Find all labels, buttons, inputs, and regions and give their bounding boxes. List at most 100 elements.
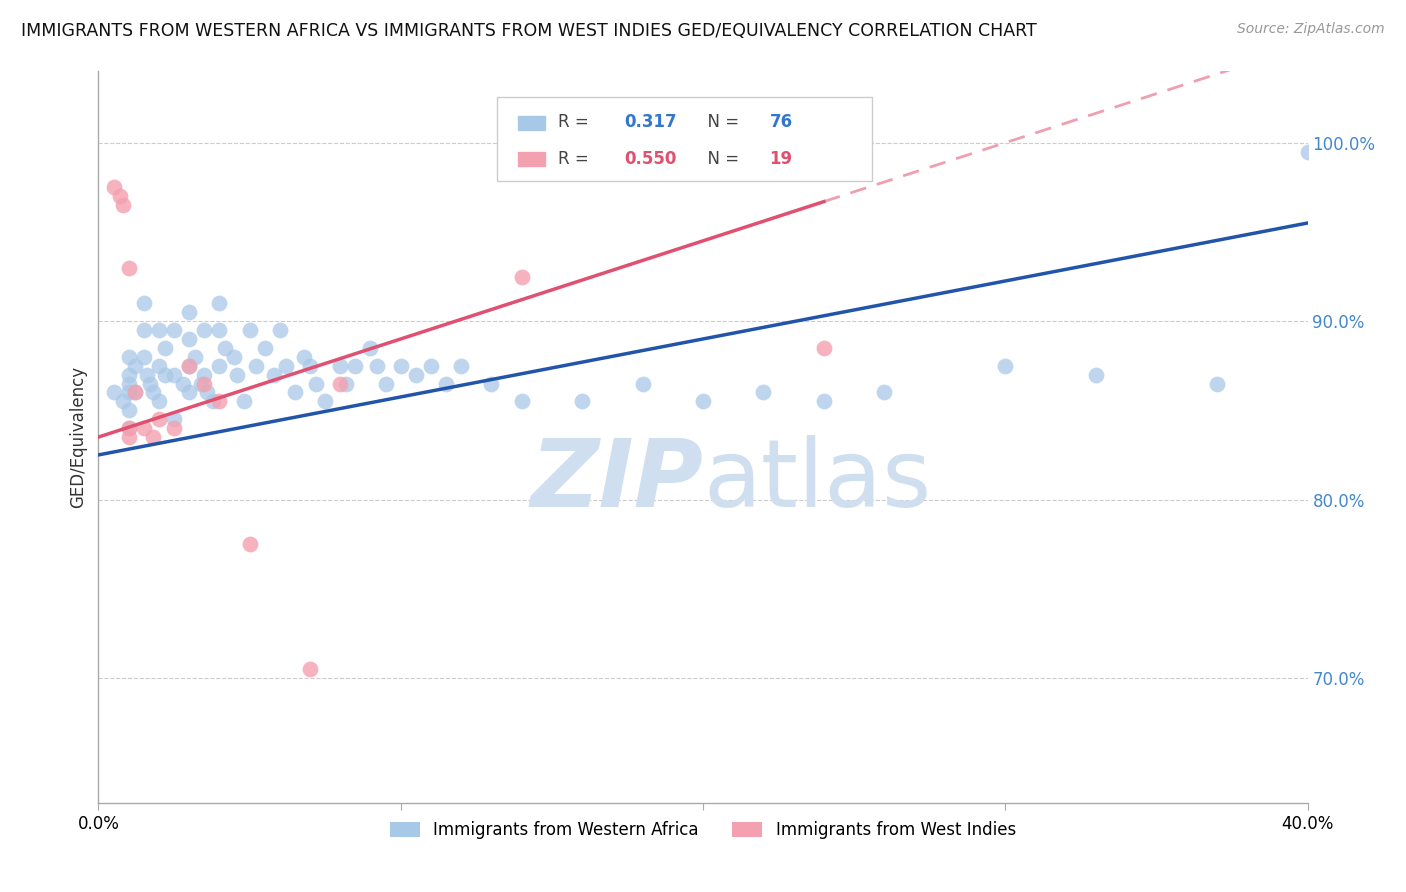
Point <box>274 359 297 373</box>
Point <box>103 180 125 194</box>
Point <box>118 421 141 435</box>
Point <box>179 332 201 346</box>
Text: ZIP: ZIP <box>530 435 703 527</box>
Point <box>179 305 201 319</box>
Point <box>329 376 352 391</box>
Text: atlas: atlas <box>703 435 931 527</box>
Point <box>752 385 775 400</box>
Point <box>335 376 357 391</box>
Point <box>142 430 165 444</box>
Text: R =: R = <box>558 150 593 168</box>
Point <box>118 430 141 444</box>
Point <box>153 368 176 382</box>
Point <box>148 323 170 337</box>
Point <box>813 394 835 409</box>
Point <box>1206 376 1229 391</box>
Point <box>232 394 254 409</box>
Point <box>132 421 155 435</box>
Point <box>163 323 186 337</box>
Point <box>314 394 336 409</box>
Point <box>269 323 291 337</box>
Point <box>142 385 165 400</box>
Point <box>292 350 315 364</box>
Text: Source: ZipAtlas.com: Source: ZipAtlas.com <box>1237 22 1385 37</box>
Point <box>118 385 141 400</box>
Point <box>118 350 141 364</box>
Point <box>329 359 352 373</box>
Point <box>132 296 155 310</box>
Point <box>195 385 218 400</box>
Text: 0.317: 0.317 <box>624 113 678 131</box>
Y-axis label: GED/Equivalency: GED/Equivalency <box>69 366 87 508</box>
Point <box>193 368 215 382</box>
Point <box>299 359 322 373</box>
Text: 19: 19 <box>769 150 793 168</box>
Point <box>163 421 186 435</box>
Legend: Immigrants from Western Africa, Immigrants from West Indies: Immigrants from Western Africa, Immigran… <box>384 814 1022 846</box>
Point <box>193 376 215 391</box>
Point <box>263 368 285 382</box>
Point <box>103 385 125 400</box>
Text: N =: N = <box>697 150 744 168</box>
Point <box>148 412 170 426</box>
Point <box>163 368 186 382</box>
Point <box>366 359 388 373</box>
Point <box>111 198 134 212</box>
Point <box>190 376 212 391</box>
Point <box>299 662 322 676</box>
Point <box>148 394 170 409</box>
Point <box>226 368 249 382</box>
Point <box>631 376 654 391</box>
Point <box>434 376 457 391</box>
Point <box>153 341 176 355</box>
Point <box>692 394 714 409</box>
Point <box>245 359 267 373</box>
Point <box>450 359 472 373</box>
Point <box>208 296 231 310</box>
Text: R =: R = <box>558 113 593 131</box>
Point <box>124 385 146 400</box>
Point <box>208 394 231 409</box>
Point <box>481 376 503 391</box>
Point <box>1085 368 1108 382</box>
Text: 0.550: 0.550 <box>624 150 676 168</box>
Point <box>118 421 141 435</box>
Point <box>224 350 246 364</box>
Text: IMMIGRANTS FROM WESTERN AFRICA VS IMMIGRANTS FROM WEST INDIES GED/EQUIVALENCY CO: IMMIGRANTS FROM WESTERN AFRICA VS IMMIGR… <box>21 22 1036 40</box>
Bar <box>517 116 544 130</box>
Point <box>179 359 201 373</box>
Point <box>179 359 201 373</box>
Point <box>193 323 215 337</box>
Point <box>118 260 141 275</box>
Bar <box>517 153 544 166</box>
Point <box>360 341 382 355</box>
Point <box>132 350 155 364</box>
Point <box>420 359 443 373</box>
Point <box>135 368 157 382</box>
Point <box>214 341 236 355</box>
Point <box>172 376 194 391</box>
Point <box>253 341 276 355</box>
Point <box>571 394 593 409</box>
Point <box>132 323 155 337</box>
Point <box>184 350 207 364</box>
Point <box>179 385 201 400</box>
Point <box>374 376 396 391</box>
Point <box>208 359 231 373</box>
Point <box>405 368 427 382</box>
Point <box>139 376 162 391</box>
Text: 76: 76 <box>769 113 793 131</box>
Point <box>148 359 170 373</box>
Point <box>239 537 262 551</box>
Point <box>1296 145 1319 159</box>
Point <box>510 394 533 409</box>
Point <box>202 394 225 409</box>
Point <box>873 385 896 400</box>
Point <box>108 189 131 203</box>
Point <box>510 269 533 284</box>
Point <box>344 359 367 373</box>
Point <box>124 385 146 400</box>
Point <box>118 403 141 417</box>
Text: N =: N = <box>697 113 744 131</box>
Point <box>111 394 134 409</box>
